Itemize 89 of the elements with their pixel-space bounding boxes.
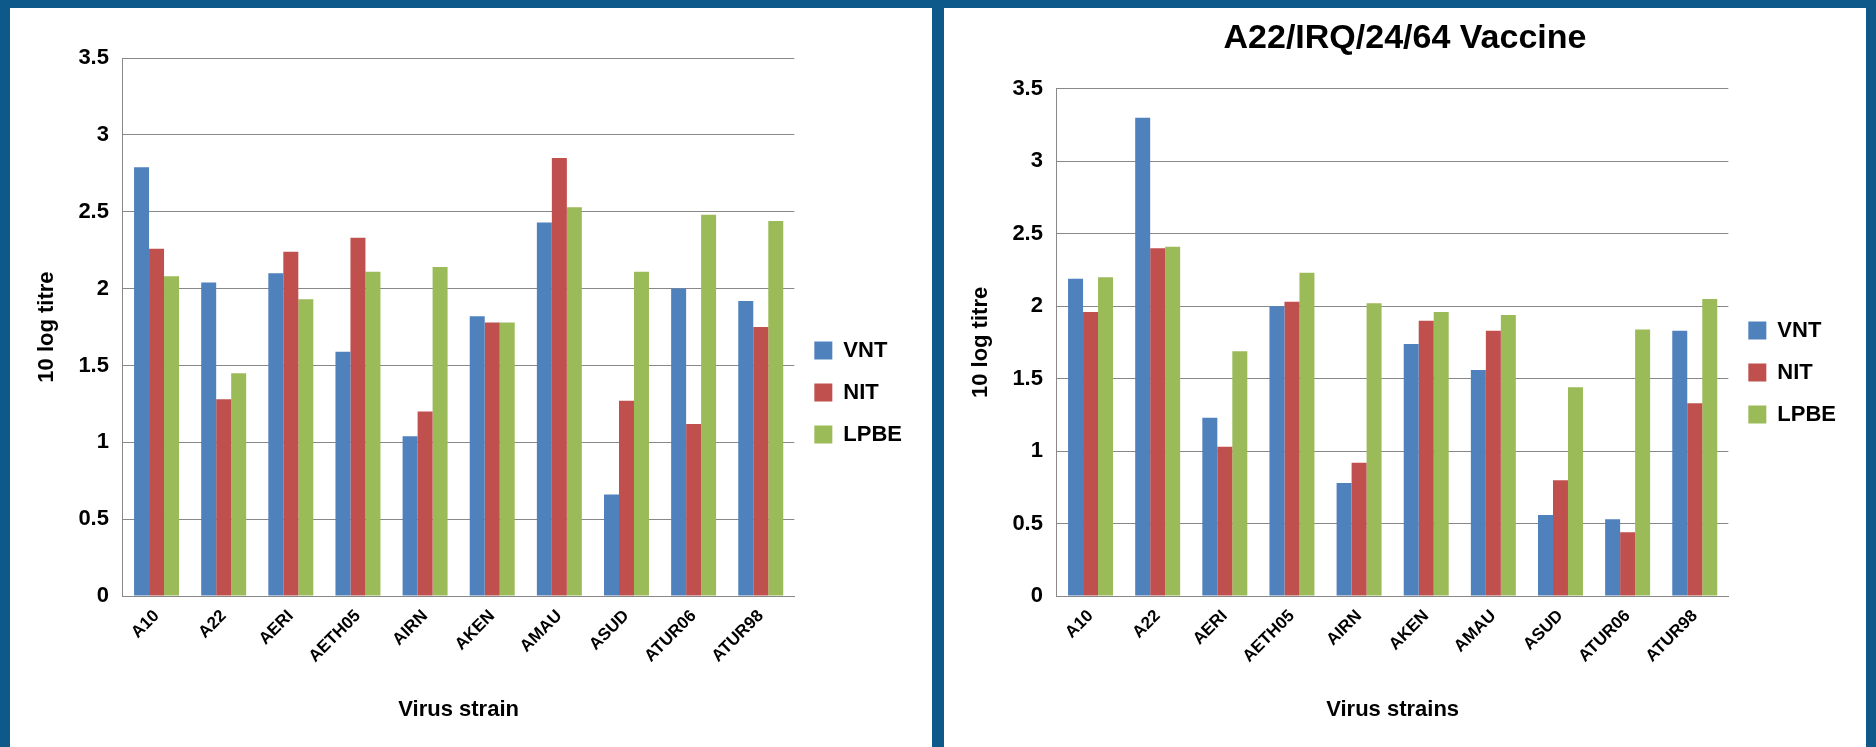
bar	[365, 271, 381, 596]
bar	[1500, 314, 1516, 596]
bar	[1485, 330, 1501, 596]
bar	[134, 167, 150, 596]
bar	[753, 327, 769, 596]
bar	[1635, 329, 1651, 596]
bar	[618, 400, 634, 596]
legend-label: LPBE	[843, 420, 903, 446]
legend-label: LPBE	[1777, 400, 1837, 426]
y-tick-label: 2	[1030, 292, 1043, 318]
bar	[768, 220, 784, 596]
y-tick-label: 1.5	[1012, 364, 1043, 390]
y-axis-title: 10 log titre	[967, 286, 993, 399]
bar	[738, 300, 754, 596]
bar	[1672, 330, 1688, 596]
bar	[671, 288, 687, 596]
y-tick-label: 1.5	[78, 351, 109, 377]
bar	[1687, 403, 1703, 596]
y-tick-label: 2.5	[78, 197, 109, 223]
bar	[469, 316, 485, 596]
bar	[1150, 248, 1166, 596]
bar	[499, 322, 515, 596]
bar	[231, 373, 247, 596]
y-tick-label: 1	[96, 428, 109, 454]
bar	[536, 222, 552, 596]
bar	[1083, 312, 1099, 596]
bar	[216, 399, 232, 596]
bar	[1217, 446, 1233, 596]
bar	[701, 214, 717, 596]
x-tick-label: A10	[1061, 606, 1097, 642]
bar	[686, 423, 702, 596]
bar	[350, 237, 366, 596]
bar	[298, 299, 314, 596]
legend-label: NIT	[1777, 358, 1814, 384]
legend-label: VNT	[843, 336, 888, 362]
bar	[1702, 298, 1718, 596]
bar	[1336, 483, 1352, 596]
bar	[1068, 278, 1084, 596]
legend-label: VNT	[1777, 316, 1822, 342]
bar	[1605, 519, 1621, 596]
x-axis-title: Virus strains	[1326, 695, 1460, 721]
x-tick-label: A10	[127, 606, 163, 642]
bar	[1433, 312, 1449, 596]
y-tick-label: 0.5	[1012, 509, 1043, 535]
bar	[335, 351, 351, 596]
bar	[1403, 343, 1419, 596]
bar	[268, 273, 284, 596]
bar	[633, 271, 649, 596]
bar	[604, 494, 619, 596]
bar	[1165, 246, 1181, 596]
bar	[402, 436, 418, 596]
bar	[566, 207, 582, 596]
bar	[1284, 301, 1300, 596]
bar	[432, 267, 448, 596]
bar	[1620, 532, 1636, 596]
chart-title: A22/IRQ/24/64 Vaccine	[1223, 16, 1587, 55]
bar	[551, 157, 567, 596]
bar	[1418, 320, 1434, 596]
bar	[1567, 387, 1583, 596]
bar	[283, 251, 299, 596]
bar	[164, 276, 180, 596]
bar	[1366, 303, 1382, 596]
y-tick-label: 2.5	[1012, 219, 1043, 245]
bar	[1538, 514, 1553, 596]
y-tick-label: 0	[1030, 582, 1043, 608]
bar	[417, 411, 433, 596]
y-tick-label: 3.5	[1012, 74, 1043, 100]
x-axis-title: Virus strain	[398, 695, 519, 721]
y-tick-label: 3	[1030, 147, 1043, 173]
bar	[1299, 272, 1315, 596]
bar	[1098, 277, 1114, 596]
legend-label: NIT	[843, 378, 880, 404]
bar	[1552, 480, 1568, 596]
bar	[1202, 417, 1218, 596]
bar	[484, 322, 500, 596]
y-axis-title: 10 log titre	[33, 271, 59, 383]
y-tick-label: 3	[96, 120, 109, 146]
y-tick-label: 0	[96, 582, 109, 608]
bar	[1470, 369, 1486, 596]
y-tick-label: 2	[96, 274, 109, 300]
y-tick-label: 0.5	[78, 505, 109, 531]
bar	[1351, 462, 1367, 596]
bar	[1135, 117, 1151, 596]
bar	[1269, 306, 1285, 596]
y-tick-label: 1	[1030, 437, 1043, 463]
y-tick-label: 3.5	[78, 44, 109, 70]
bar	[1232, 351, 1248, 596]
bar	[201, 282, 217, 596]
bar	[149, 248, 165, 596]
